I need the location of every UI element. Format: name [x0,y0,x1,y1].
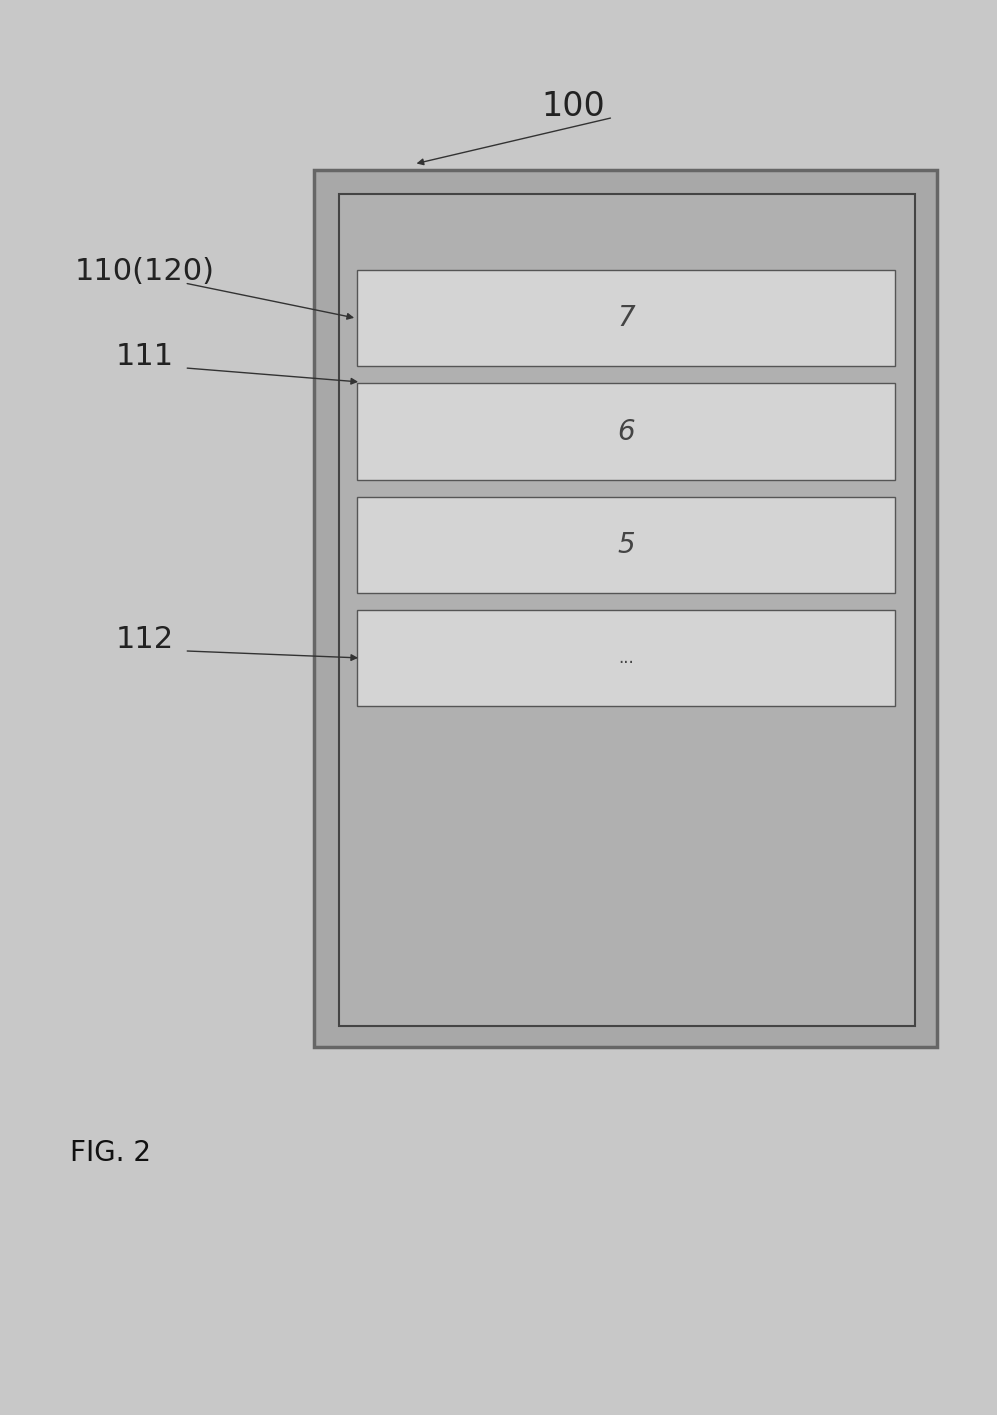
Text: 111: 111 [116,342,173,371]
Bar [357,497,895,593]
Text: 100: 100 [541,89,605,123]
Text: 6: 6 [617,417,635,446]
Text: ...: ... [618,649,634,666]
Text: 112: 112 [116,625,173,654]
Bar [357,270,895,366]
Text: 5: 5 [617,531,635,559]
Text: FIG. 2: FIG. 2 [70,1139,151,1167]
Text: 110(120): 110(120) [75,258,214,286]
Bar [357,383,895,480]
Text: 7: 7 [617,304,635,333]
Bar [339,194,915,1026]
Bar [314,170,937,1047]
Bar [357,610,895,706]
